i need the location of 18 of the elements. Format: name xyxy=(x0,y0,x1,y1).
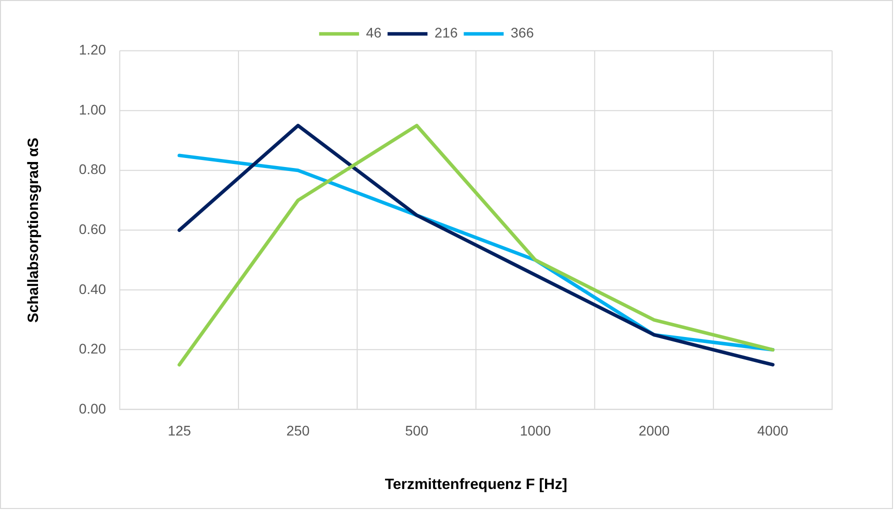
legend-label: 366 xyxy=(510,24,534,41)
legend-label: 216 xyxy=(434,24,458,41)
y-tick-label: 1.20 xyxy=(78,42,106,58)
y-tick-label: 1.00 xyxy=(78,101,106,118)
y-tick-label: 0.20 xyxy=(78,340,106,357)
x-tick-label: 250 xyxy=(286,422,310,439)
y-tick-label: 0.40 xyxy=(78,280,106,297)
legend-label: 46 xyxy=(366,24,382,41)
x-tick-label: 4000 xyxy=(757,422,789,439)
y-tick-label: 0.80 xyxy=(78,161,106,178)
x-tick-label: 2000 xyxy=(638,422,670,439)
x-tick-label: 500 xyxy=(405,422,429,439)
x-tick-label: 125 xyxy=(168,422,192,439)
y-axis-title: Schallabsorptionsgrad αS xyxy=(25,138,42,323)
x-axis-title: Terzmittenfrequenz F [Hz] xyxy=(384,476,568,494)
y-tick-label: 0.00 xyxy=(78,400,106,416)
x-tick-label: 1000 xyxy=(520,422,552,439)
y-tick-label: 0.60 xyxy=(78,221,106,238)
